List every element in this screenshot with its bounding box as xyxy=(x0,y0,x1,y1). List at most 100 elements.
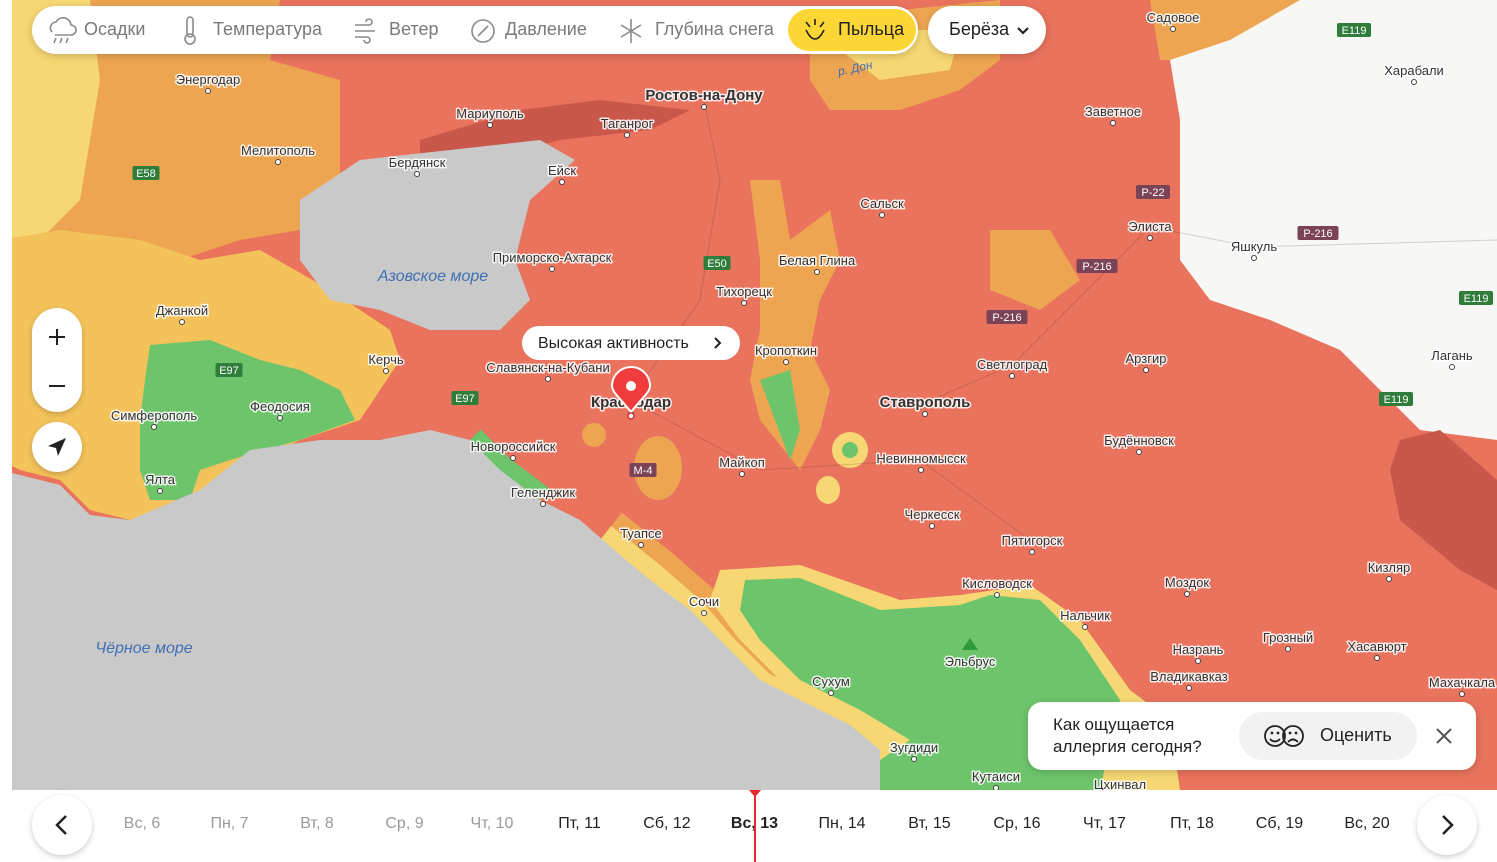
rate-label: Оценить xyxy=(1320,725,1392,745)
city-label: Ейск xyxy=(548,163,576,178)
road-label: Р-22 xyxy=(1141,187,1164,199)
pollen-very-high xyxy=(420,100,690,190)
city-label: Славянск-на-Кубани xyxy=(486,360,609,375)
city-dot xyxy=(487,122,493,128)
city-dot xyxy=(1386,576,1392,582)
rate-button[interactable]: Оценить xyxy=(1239,712,1417,760)
day[interactable]: Вт, 8 xyxy=(300,815,334,832)
city-label: Кисловодск xyxy=(962,576,1032,591)
city-label: Таганрог xyxy=(601,116,654,131)
day[interactable]: Пн, 14 xyxy=(818,815,866,832)
city-label: Туапсе xyxy=(620,526,662,541)
city-label: Владикавказ xyxy=(1150,669,1228,684)
city-dot xyxy=(638,542,644,548)
city-dot xyxy=(1009,373,1015,379)
city-dot xyxy=(828,690,834,696)
zoom-in[interactable] xyxy=(49,329,65,345)
city-dot xyxy=(1459,691,1465,697)
pollen-medium xyxy=(990,230,1080,310)
city-dot xyxy=(510,455,516,461)
chevron xyxy=(714,337,722,349)
road-label: E97 xyxy=(219,365,239,377)
city-label: Новороссийск xyxy=(471,439,556,454)
locate-button[interactable] xyxy=(32,422,82,472)
peak-label: Эльбрус xyxy=(945,654,996,669)
dropdown-icon xyxy=(1017,27,1029,35)
day[interactable]: Сб, 19 xyxy=(1255,815,1304,832)
road-shield xyxy=(1297,226,1339,240)
layer-bar xyxy=(32,6,918,54)
city-dot xyxy=(1285,646,1291,652)
layer-tab[interactable]: Глубина снега xyxy=(655,19,774,39)
day[interactable]: Пн, 7 xyxy=(210,815,249,832)
tooltip[interactable]: Высокая активность xyxy=(522,326,740,360)
current-day-marker xyxy=(753,790,756,862)
city-label: Ростов-на-Дону xyxy=(645,87,763,104)
day[interactable]: Чт, 10 xyxy=(470,815,514,832)
layer-tab[interactable]: Давление xyxy=(505,19,587,39)
road-shield xyxy=(1459,291,1493,305)
layer-tab[interactable]: Ветер xyxy=(389,19,439,39)
city-label: Белая Глина xyxy=(779,253,856,268)
zoom-control xyxy=(32,308,82,412)
road-shield xyxy=(986,310,1028,324)
prev-button[interactable] xyxy=(32,795,92,855)
city-dot xyxy=(911,756,917,762)
day[interactable]: Вс, 20 xyxy=(1344,815,1390,832)
zoom-icons xyxy=(49,329,65,387)
road-label: Р-216 xyxy=(992,312,1021,324)
city-label: Будённовск xyxy=(1104,433,1174,448)
day[interactable]: Ср, 9 xyxy=(385,815,424,832)
day[interactable]: Вт, 15 xyxy=(908,815,951,832)
city-dot xyxy=(414,171,420,177)
day[interactable]: Сб, 12 xyxy=(643,815,691,832)
layer-tab[interactable]: Осадки xyxy=(84,19,146,39)
city-dot xyxy=(1110,120,1116,126)
city-label: Арзгир xyxy=(1126,351,1167,366)
feedback-question: Как ощущается аллергия сегодня? xyxy=(1053,715,1202,756)
close-button[interactable] xyxy=(1434,726,1454,746)
layer-tab[interactable]: Пыльца xyxy=(838,19,905,39)
pollen-very-high xyxy=(1390,430,1497,590)
city-dot xyxy=(205,88,211,94)
city-label: Моздок xyxy=(1165,575,1210,590)
road-label: E50 xyxy=(707,258,727,270)
city-dot xyxy=(879,212,885,218)
pollen-low xyxy=(0,0,100,250)
city-dot xyxy=(277,415,283,421)
day[interactable]: Ср, 16 xyxy=(993,815,1041,832)
city-dot xyxy=(701,104,707,110)
city-label: Геленджик xyxy=(511,485,576,500)
edge xyxy=(0,0,12,790)
day[interactable]: Пт, 11 xyxy=(558,815,601,832)
city-label: Заветное xyxy=(1085,104,1141,119)
city-label: Светлоград xyxy=(977,357,1048,372)
species-select[interactable]: Берёза xyxy=(928,6,1046,54)
city-label: Садовое xyxy=(1147,10,1200,25)
city-dot xyxy=(741,300,747,306)
city-label: Сухум xyxy=(812,674,850,689)
day[interactable]: Чт, 17 xyxy=(1083,815,1126,832)
day[interactable]: Пт, 18 xyxy=(1170,815,1214,832)
road-label: E119 xyxy=(1342,25,1367,37)
city-label: Цхинвал xyxy=(1094,777,1146,790)
next-button[interactable] xyxy=(1417,795,1477,855)
road-label: Р-216 xyxy=(1303,228,1332,240)
layer-icons xyxy=(49,16,825,45)
day[interactable]: Вс, 6 xyxy=(123,815,161,832)
city-label: Назрань xyxy=(1173,642,1224,657)
pollen-medium xyxy=(634,436,682,500)
layer-tab[interactable]: Температура xyxy=(213,19,323,39)
pollen-medium xyxy=(582,423,606,447)
next-icon xyxy=(1442,815,1454,835)
tooltip-bg xyxy=(522,326,740,360)
road-shield xyxy=(451,391,479,405)
city-label: Кизляр xyxy=(1368,560,1411,575)
city-label: Кутаиси xyxy=(972,769,1020,784)
road-shield xyxy=(703,256,731,270)
city-label: Тихорецк xyxy=(716,284,772,299)
road-shield xyxy=(1076,259,1118,273)
city-dot xyxy=(549,266,555,272)
city-label: Невинномысск xyxy=(876,451,966,466)
city-dot xyxy=(157,488,163,494)
